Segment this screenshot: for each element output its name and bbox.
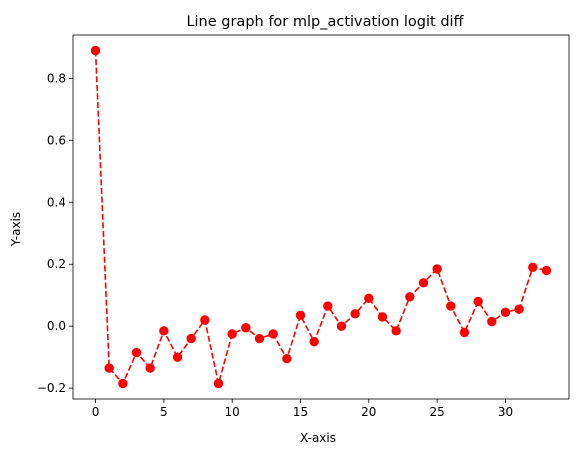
data-point xyxy=(213,378,224,389)
plot-area: 0 5 10 15 20 25 30 −0.2 0.0 0.2 0.4 0.6 0.8 xyxy=(37,34,570,419)
data-point xyxy=(473,296,483,307)
data-point xyxy=(391,326,401,336)
data-point xyxy=(254,333,265,344)
data-point xyxy=(295,310,306,321)
y-tick-label: 0.2 xyxy=(47,257,66,271)
x-tick-label: 15 xyxy=(293,405,308,419)
data-point xyxy=(541,265,552,276)
x-tick-label: 25 xyxy=(430,405,445,419)
series-line xyxy=(94,50,547,385)
data-point xyxy=(514,304,524,314)
y-axis-label: Y-axis xyxy=(9,212,23,247)
y-tick-label: 0.4 xyxy=(47,195,66,209)
data-point xyxy=(528,262,538,273)
data-point xyxy=(131,347,142,358)
y-tick-label: 0.0 xyxy=(47,319,66,333)
data-point xyxy=(241,323,251,333)
x-tick-label: 30 xyxy=(498,405,513,419)
data-point xyxy=(432,264,442,274)
chart-title: Line graph for mlp_activation logit diff xyxy=(186,14,464,30)
data-point xyxy=(309,336,319,347)
plot-frame xyxy=(72,34,570,400)
data-point xyxy=(500,307,511,317)
data-point xyxy=(405,292,415,302)
data-point xyxy=(186,333,196,344)
x-tick-label: 5 xyxy=(160,405,168,419)
y-tick-label: 0.8 xyxy=(47,71,66,85)
data-point xyxy=(227,329,237,339)
data-point xyxy=(200,315,210,325)
data-point xyxy=(172,352,183,362)
data-point xyxy=(336,321,347,331)
data-point xyxy=(90,45,101,56)
x-axis-label: X-axis xyxy=(300,431,336,445)
data-point xyxy=(145,363,155,373)
data-point xyxy=(323,301,333,311)
data-point xyxy=(159,326,169,336)
data-point xyxy=(377,312,388,322)
data-point xyxy=(459,327,470,338)
data-point xyxy=(350,309,360,319)
data-point xyxy=(282,354,292,364)
data-point xyxy=(364,293,374,304)
data-point xyxy=(104,363,114,373)
data-point xyxy=(118,378,128,389)
data-point xyxy=(418,278,429,288)
x-tick-label: 10 xyxy=(225,405,240,419)
data-point xyxy=(268,329,278,339)
x-tick-label: 0 xyxy=(92,405,100,419)
data-point xyxy=(487,316,497,327)
data-point xyxy=(446,301,456,311)
y-tick-label: −0.2 xyxy=(37,381,66,395)
y-tick-label: 0.6 xyxy=(47,133,66,147)
x-tick-label: 20 xyxy=(361,405,376,419)
